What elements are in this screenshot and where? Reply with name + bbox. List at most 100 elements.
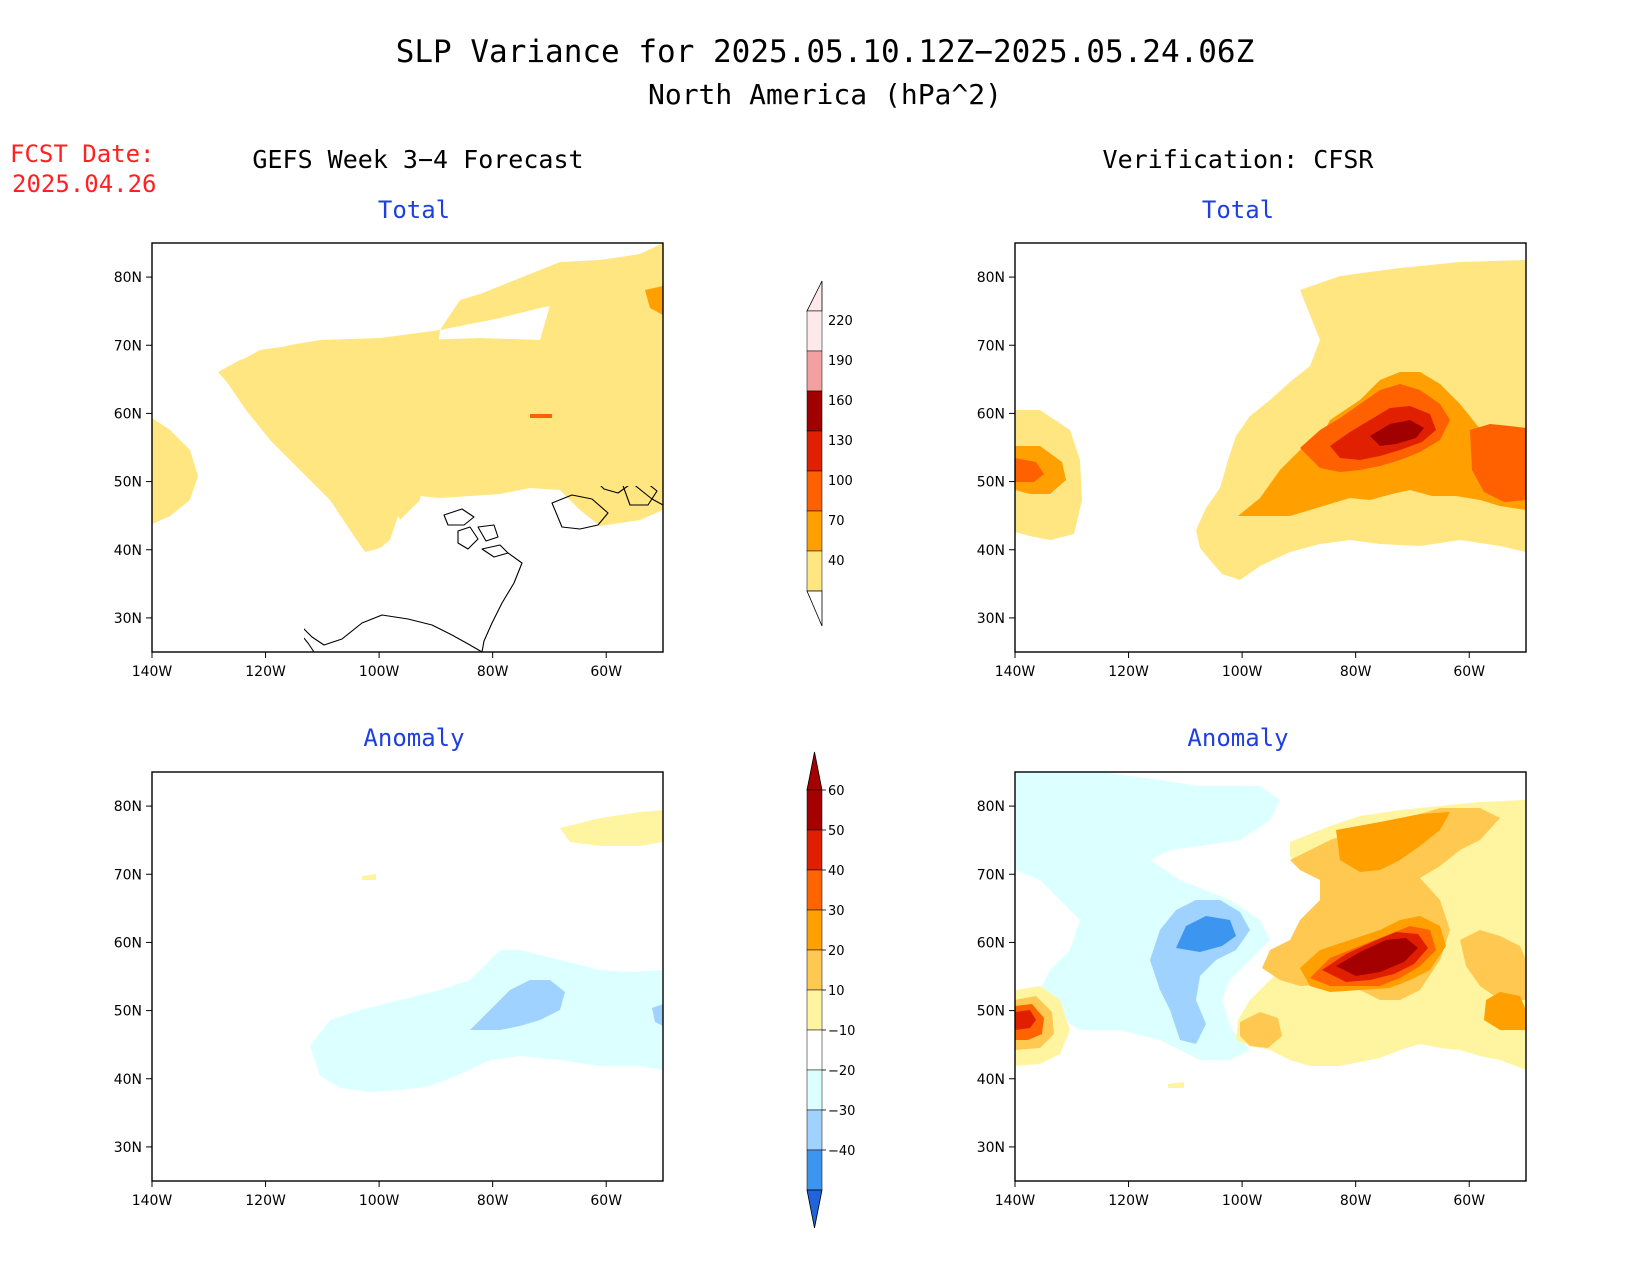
- lon-tick-label: 140W: [132, 664, 173, 680]
- colorbar-label: 60: [828, 784, 845, 799]
- map-panel-forecast-total: [151, 242, 664, 653]
- colorbar-swatch: [806, 1189, 823, 1229]
- lon-tick-label: 140W: [995, 1193, 1036, 1209]
- lat-tick-label: 40N: [977, 543, 1005, 559]
- fcst-date-label: FCST Date:: [10, 140, 155, 168]
- lat-tick-label: 50N: [977, 1004, 1005, 1020]
- lat-tick-label: 40N: [114, 543, 142, 559]
- colorbar-swatch: [806, 390, 823, 432]
- colorbar-label: −20: [828, 1064, 855, 1079]
- map-panel-verification-total: [1014, 242, 1527, 653]
- lat-tick-label: 50N: [977, 475, 1005, 491]
- lat-tick-label: 70N: [114, 338, 142, 354]
- colorbar-label: 70: [828, 514, 845, 529]
- panel-title-anomaly-verification: Anomaly: [1187, 724, 1288, 752]
- colorbar-swatch: [806, 470, 823, 512]
- lon-tick-label: 60W: [590, 664, 622, 680]
- colorbar-swatch: [806, 1109, 823, 1151]
- colorbar-label: −30: [828, 1104, 855, 1119]
- lon-tick-label: 80W: [477, 1193, 509, 1209]
- colorbar-label: 190: [828, 354, 853, 369]
- shading-forecast-anomaly: [310, 810, 663, 1092]
- lat-tick-label: 80N: [977, 270, 1005, 286]
- colorbar-swatch: [806, 550, 823, 592]
- lon-tick-label: 120W: [1108, 1193, 1149, 1209]
- colorbar-swatch: [806, 1029, 823, 1071]
- colorbar-label: 30: [828, 904, 845, 919]
- colorbar-swatch: [806, 949, 823, 991]
- lon-tick-label: 80W: [1340, 1193, 1372, 1209]
- colorbar-swatch: [806, 280, 823, 312]
- lat-tick-label: 30N: [114, 611, 142, 627]
- main-subtitle: North America (hPa^2): [648, 78, 1002, 111]
- lat-tick-label: 80N: [114, 799, 142, 815]
- colorbar-label: 160: [828, 394, 853, 409]
- right-column-title: Verification: CFSR: [1103, 145, 1375, 174]
- colorbar-label: 50: [828, 824, 845, 839]
- colorbar-swatch: [806, 829, 823, 871]
- colorbar-swatch: [806, 430, 823, 472]
- lat-tick-label: 80N: [977, 799, 1005, 815]
- colorbar-label: −10: [828, 1024, 855, 1039]
- lat-tick-label: 50N: [114, 475, 142, 491]
- lat-tick-label: 70N: [114, 867, 142, 883]
- colorbar-label: 40: [828, 864, 845, 879]
- colorbar-swatch: [806, 751, 823, 791]
- fcst-date-value: 2025.04.26: [12, 170, 157, 198]
- lat-tick-label: 60N: [977, 935, 1005, 951]
- lat-tick-label: 30N: [114, 1140, 142, 1156]
- lat-tick-label: 60N: [114, 406, 142, 422]
- shading-forecast-total: [152, 243, 663, 552]
- lon-tick-label: 60W: [1453, 1193, 1485, 1209]
- colorbar-swatch: [806, 789, 823, 831]
- lat-tick-label: 70N: [977, 338, 1005, 354]
- colorbar-swatch: [806, 1069, 823, 1111]
- lat-tick-label: 60N: [114, 935, 142, 951]
- lon-tick-label: 80W: [1340, 664, 1372, 680]
- main-title: SLP Variance for 2025.05.10.12Z−2025.05.…: [396, 34, 1255, 70]
- lon-tick-label: 140W: [132, 1193, 173, 1209]
- colorbar-label: 100: [828, 474, 853, 489]
- shading-verification-total: [1015, 260, 1526, 580]
- lat-tick-label: 70N: [977, 867, 1005, 883]
- panel-title-total-forecast: Total: [378, 196, 450, 224]
- colorbar-swatch: [806, 350, 823, 392]
- lat-tick-label: 40N: [114, 1072, 142, 1088]
- colorbar-total: 220 190 160 130 100 70 40: [806, 280, 853, 627]
- lat-tick-label: 30N: [977, 611, 1005, 627]
- lon-tick-label: 120W: [245, 664, 286, 680]
- colorbar-label: 130: [828, 434, 853, 449]
- colorbar-label: 220: [828, 314, 853, 329]
- lat-tick-label: 30N: [977, 1140, 1005, 1156]
- lat-tick-label: 80N: [114, 270, 142, 286]
- colorbar-label: 40: [828, 554, 845, 569]
- lon-tick-label: 140W: [995, 664, 1036, 680]
- panel-title-total-verification: Total: [1202, 196, 1274, 224]
- lon-tick-label: 80W: [477, 664, 509, 680]
- colorbar-label: 20: [828, 944, 845, 959]
- colorbar-label: 10: [828, 984, 845, 999]
- colorbar-swatch: [806, 909, 823, 951]
- map-panel-forecast-anomaly: [151, 771, 664, 1182]
- lon-tick-label: 60W: [1453, 664, 1485, 680]
- shading-verification-anomaly: [1015, 772, 1526, 1088]
- colorbar-anomaly: 60 50 40 30 20 10 −10 −20 −30 −40: [806, 751, 855, 1229]
- left-column-title: GEFS Week 3−4 Forecast: [252, 145, 583, 174]
- lon-tick-label: 100W: [359, 1193, 400, 1209]
- lon-tick-label: 100W: [1222, 664, 1263, 680]
- lon-tick-label: 120W: [1108, 664, 1149, 680]
- lon-tick-label: 100W: [1222, 1193, 1263, 1209]
- lat-tick-label: 50N: [114, 1004, 142, 1020]
- lon-tick-label: 60W: [590, 1193, 622, 1209]
- lon-tick-label: 120W: [245, 1193, 286, 1209]
- panel-title-anomaly-forecast: Anomaly: [363, 724, 464, 752]
- lon-tick-label: 100W: [359, 664, 400, 680]
- colorbar-label: −40: [828, 1144, 855, 1159]
- colorbar-swatch: [806, 1149, 823, 1191]
- map-panel-verification-anomaly: [1014, 771, 1527, 1182]
- colorbar-swatch: [806, 510, 823, 552]
- colorbar-swatch: [806, 310, 823, 352]
- lat-tick-label: 40N: [977, 1072, 1005, 1088]
- colorbar-swatch: [806, 590, 823, 627]
- lat-tick-label: 60N: [977, 406, 1005, 422]
